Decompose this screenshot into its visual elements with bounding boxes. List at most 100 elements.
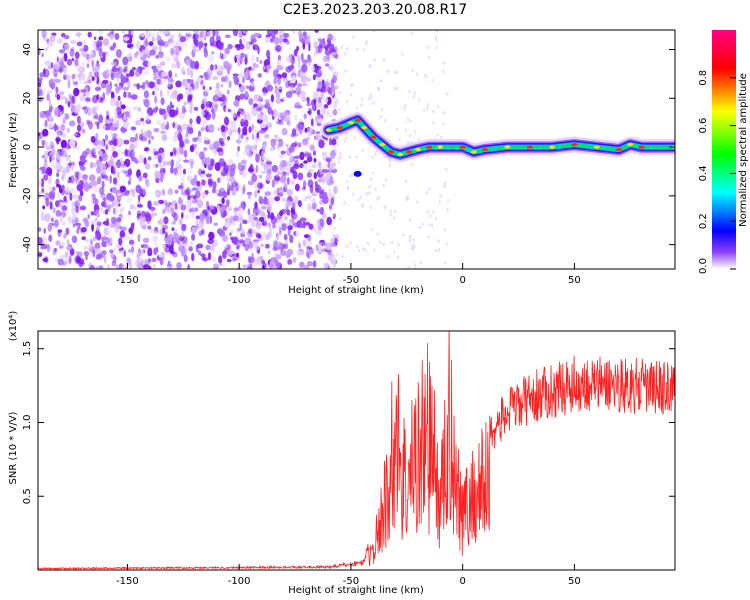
noise-speckle bbox=[49, 200, 52, 210]
noise-speckle bbox=[244, 54, 248, 61]
noise-speckle bbox=[158, 44, 162, 54]
noise-speckle bbox=[193, 106, 199, 111]
noise-speckle bbox=[297, 122, 303, 130]
noise-speckle bbox=[85, 97, 91, 102]
spectrogram-panel: -150 -100 -50 0 50 -40 -20 0 20 40 Height of stra… bbox=[8, 29, 676, 296]
noise-speckle bbox=[228, 127, 232, 137]
noise-speckle bbox=[63, 67, 68, 72]
y-tick-label: 40 bbox=[22, 43, 33, 56]
noise-speckle bbox=[247, 43, 250, 48]
noise-speckle bbox=[270, 138, 277, 148]
noise-speckle bbox=[238, 239, 245, 244]
colorbar-ticks: 0.0 0.2 0.4 0.6 0.8 bbox=[698, 70, 736, 274]
noise-speckle bbox=[197, 168, 203, 176]
noise-speckle bbox=[190, 212, 197, 219]
noise-speckle bbox=[57, 229, 63, 233]
noise-speckle bbox=[87, 214, 90, 219]
noise-speckle bbox=[368, 96, 371, 101]
noise-speckle bbox=[123, 36, 130, 41]
noise-speckle bbox=[191, 233, 196, 241]
noise-speckle bbox=[245, 114, 252, 121]
noise-speckle bbox=[222, 191, 228, 199]
ridge-hotspot bbox=[415, 147, 421, 152]
noise-speckle bbox=[222, 234, 228, 242]
noise-speckle bbox=[444, 261, 447, 265]
noise-speckle bbox=[389, 209, 392, 213]
noise-speckle bbox=[350, 173, 354, 177]
noise-speckle bbox=[235, 139, 242, 144]
noise-speckle bbox=[165, 205, 172, 214]
noise-speckle bbox=[421, 222, 424, 227]
noise-speckle bbox=[349, 93, 353, 97]
noise-speckle bbox=[162, 208, 166, 215]
noise-speckle bbox=[141, 121, 145, 126]
noise-speckle bbox=[180, 67, 185, 75]
noise-speckle bbox=[205, 173, 212, 178]
noise-speckle bbox=[315, 72, 322, 78]
noise-speckle bbox=[306, 57, 312, 64]
noise-speckle bbox=[123, 139, 130, 145]
noise-speckle bbox=[294, 159, 299, 167]
noise-speckle bbox=[216, 147, 223, 153]
noise-speckle bbox=[299, 251, 305, 256]
noise-speckle bbox=[181, 230, 184, 237]
noise-speckle bbox=[397, 242, 400, 247]
noise-speckle bbox=[91, 59, 95, 68]
noise-speckle bbox=[205, 215, 211, 225]
noise-speckle bbox=[218, 158, 225, 167]
noise-speckle bbox=[336, 252, 339, 257]
noise-speckle bbox=[43, 174, 49, 181]
noise-speckle bbox=[328, 67, 336, 72]
noise-speckle bbox=[238, 108, 242, 113]
noise-speckle bbox=[242, 219, 248, 225]
noise-speckle bbox=[251, 213, 257, 217]
noise-speckle bbox=[411, 68, 414, 73]
noise-speckle bbox=[247, 263, 251, 268]
noise-speckle bbox=[85, 53, 90, 60]
noise-speckle bbox=[237, 127, 241, 134]
noise-speckle bbox=[187, 263, 191, 269]
noise-speckle bbox=[39, 72, 45, 78]
noise-speckle bbox=[92, 67, 99, 73]
noise-speckle bbox=[182, 42, 187, 48]
noise-speckle bbox=[257, 137, 261, 142]
noise-speckle bbox=[243, 149, 250, 157]
noise-speckle bbox=[268, 224, 272, 233]
noise-speckle bbox=[328, 205, 332, 210]
noise-speckle bbox=[140, 117, 145, 122]
noise-speckle bbox=[128, 30, 132, 34]
noise-speckle bbox=[66, 239, 70, 247]
noise-speckle bbox=[312, 90, 319, 100]
noise-speckle bbox=[267, 106, 272, 115]
noise-speckle bbox=[116, 217, 122, 223]
noise-speckle bbox=[425, 191, 428, 195]
noise-speckle bbox=[71, 57, 75, 62]
noise-speckle bbox=[111, 136, 118, 146]
noise-speckle bbox=[277, 187, 283, 192]
noise-speckle bbox=[346, 186, 350, 191]
noise-speckle bbox=[98, 99, 104, 104]
noise-speckle bbox=[307, 179, 314, 188]
noise-speckle bbox=[297, 83, 303, 88]
noise-speckle bbox=[120, 250, 125, 254]
noise-speckle bbox=[193, 30, 200, 34]
noise-speckle bbox=[143, 244, 150, 250]
noise-speckle bbox=[250, 78, 255, 82]
noise-speckle bbox=[303, 113, 307, 120]
noise-speckle bbox=[176, 151, 181, 159]
noise-speckle bbox=[156, 119, 162, 126]
noise-speckle bbox=[299, 151, 305, 161]
noise-speckle bbox=[187, 94, 192, 103]
noise-speckle bbox=[208, 143, 214, 151]
noise-speckle bbox=[180, 251, 186, 257]
noise-speckle bbox=[199, 151, 205, 160]
noise-speckle bbox=[197, 135, 203, 144]
noise-speckle bbox=[203, 139, 211, 145]
noise-speckle bbox=[323, 104, 329, 109]
noise-speckle bbox=[94, 247, 102, 254]
noise-speckle bbox=[242, 184, 246, 194]
noise-speckle bbox=[240, 133, 244, 140]
noise-speckle bbox=[154, 106, 159, 112]
noise-speckle bbox=[292, 30, 296, 34]
noise-speckle bbox=[325, 157, 332, 163]
